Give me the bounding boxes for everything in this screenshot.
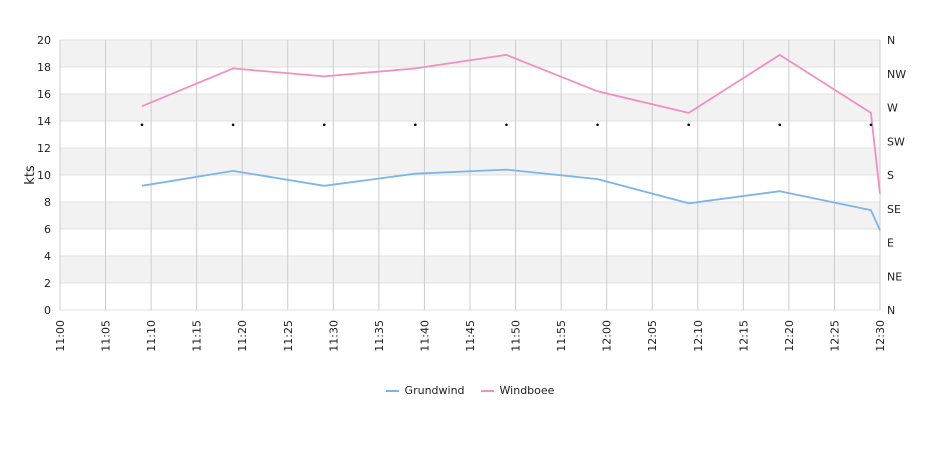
legend-swatch-windboee [480,389,494,392]
x-tick-label: 11:25 [282,320,295,352]
chart-legend: Grundwind Windboee [0,384,940,397]
x-tick-label: 12:15 [737,320,750,352]
right-axis-label: SE [887,203,901,216]
right-axis-label: NE [887,270,902,283]
legend-item-windboee[interactable]: Windboee [480,384,555,397]
y-tick-label: 6 [44,223,51,236]
direction-marker [869,123,873,127]
x-tick-label: 11:10 [145,320,158,352]
y-tick-label: 18 [37,61,51,74]
y-tick-label: 14 [37,115,51,128]
direction-marker [140,123,144,127]
x-tick-label: 12:05 [646,320,659,352]
direction-marker [687,123,690,127]
legend-label-grundwind: Grundwind [404,384,465,397]
right-axis-label: N [887,34,895,47]
right-axis-label: N [887,304,895,317]
x-tick-label: 12:00 [601,320,614,352]
x-tick-label: 12:30 [874,320,887,352]
y-tick-label: 20 [37,34,51,47]
direction-marker [505,123,508,127]
x-tick-label: 11:15 [191,320,204,352]
right-axis-label: S [887,169,894,182]
right-axis-label: SW [887,135,905,148]
x-tick-label: 12:25 [828,320,841,352]
x-tick-label: 12:20 [783,320,796,352]
x-tick-label: 11:55 [555,320,568,352]
right-axis-label: E [887,237,894,250]
y-axis-title: kts [23,165,38,185]
x-tick-label: 11:40 [418,320,431,352]
y-tick-label: 12 [37,142,51,155]
x-tick-label: 11:30 [327,320,340,352]
right-axis-label: W [887,102,898,115]
x-tick-label: 11:05 [100,320,113,352]
y-tick-label: 4 [44,250,51,263]
legend-item-grundwind[interactable]: Grundwind [385,384,465,397]
legend-swatch-grundwind [385,389,399,392]
y-tick-label: 2 [44,277,51,290]
y-tick-label: 16 [37,88,51,101]
direction-marker [778,123,782,127]
x-tick-label: 11:00 [54,320,67,352]
x-tick-label: 11:20 [236,320,249,352]
direction-marker [231,123,235,127]
x-tick-label: 11:50 [510,320,523,352]
x-tick-label: 11:45 [464,320,477,352]
y-tick-label: 0 [44,304,51,317]
series-line-grundwind [141,168,881,231]
y-tick-label: 10 [37,169,51,182]
direction-marker [322,123,326,127]
legend-label-windboee: Windboee [499,384,555,397]
series-line-windboee [141,54,881,195]
y-tick-label: 8 [44,196,51,209]
x-tick-label: 11:35 [373,320,386,352]
direction-marker [414,123,417,127]
direction-marker [596,123,599,127]
right-axis-label: NW [887,68,906,81]
x-tick-label: 12:10 [692,320,705,352]
